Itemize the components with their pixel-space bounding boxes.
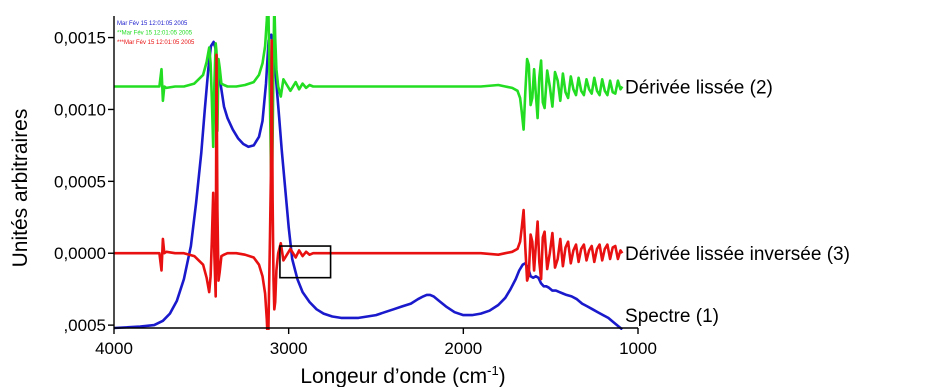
series-annotation: Spectre (1) <box>625 306 719 327</box>
x-tick-label: 4000 <box>95 339 133 358</box>
series-line-2 <box>114 16 624 197</box>
y-tick-label: 0,0005 <box>54 172 106 191</box>
x-ticks: 4000 3000 2000 1000 <box>95 328 657 358</box>
x-axis-title: Longeur d’onde (cm-1) <box>300 363 505 387</box>
x-axis-title-main: Longeur d’onde (cm <box>300 365 487 387</box>
legend: Mar Fév 15 12:01:05 2005 **Mar Fév 15 12:… <box>117 21 195 46</box>
series-layer <box>114 16 624 330</box>
series-line-3 <box>114 39 624 330</box>
y-tick-label: 0,0000 <box>54 244 106 263</box>
legend-entry: **Mar Fév 15 12:01:05 2005 <box>117 31 193 37</box>
x-tick-label: 3000 <box>270 339 308 358</box>
x-axis-title-superscript: -1 <box>487 363 499 378</box>
y-ticks: ,0005 0,0000 0,0005 0,0010 0,0015 <box>54 29 114 335</box>
legend-entry: ***Mar Fév 15 12:01:05 2005 <box>117 40 195 46</box>
annotations: Dérivée lissée (2) Dérivée lissée inversé… <box>625 77 850 327</box>
y-tick-label: 0,0015 <box>54 29 106 48</box>
x-tick-label: 2000 <box>444 339 482 358</box>
highlight-box <box>279 245 332 279</box>
x-axis-title-suffix: ) <box>499 365 506 387</box>
legend-entry: Mar Fév 15 12:01:05 2005 <box>117 21 188 27</box>
y-tick-label: ,0005 <box>63 316 106 335</box>
y-tick-label: 0,0010 <box>54 100 106 119</box>
series-annotation: Dérivée lissée inversée (3) <box>625 244 850 265</box>
series-annotation: Dérivée lissée (2) <box>625 77 773 98</box>
y-axis-title: Unités arbitraires <box>9 109 32 268</box>
x-tick-label: 1000 <box>619 339 657 358</box>
